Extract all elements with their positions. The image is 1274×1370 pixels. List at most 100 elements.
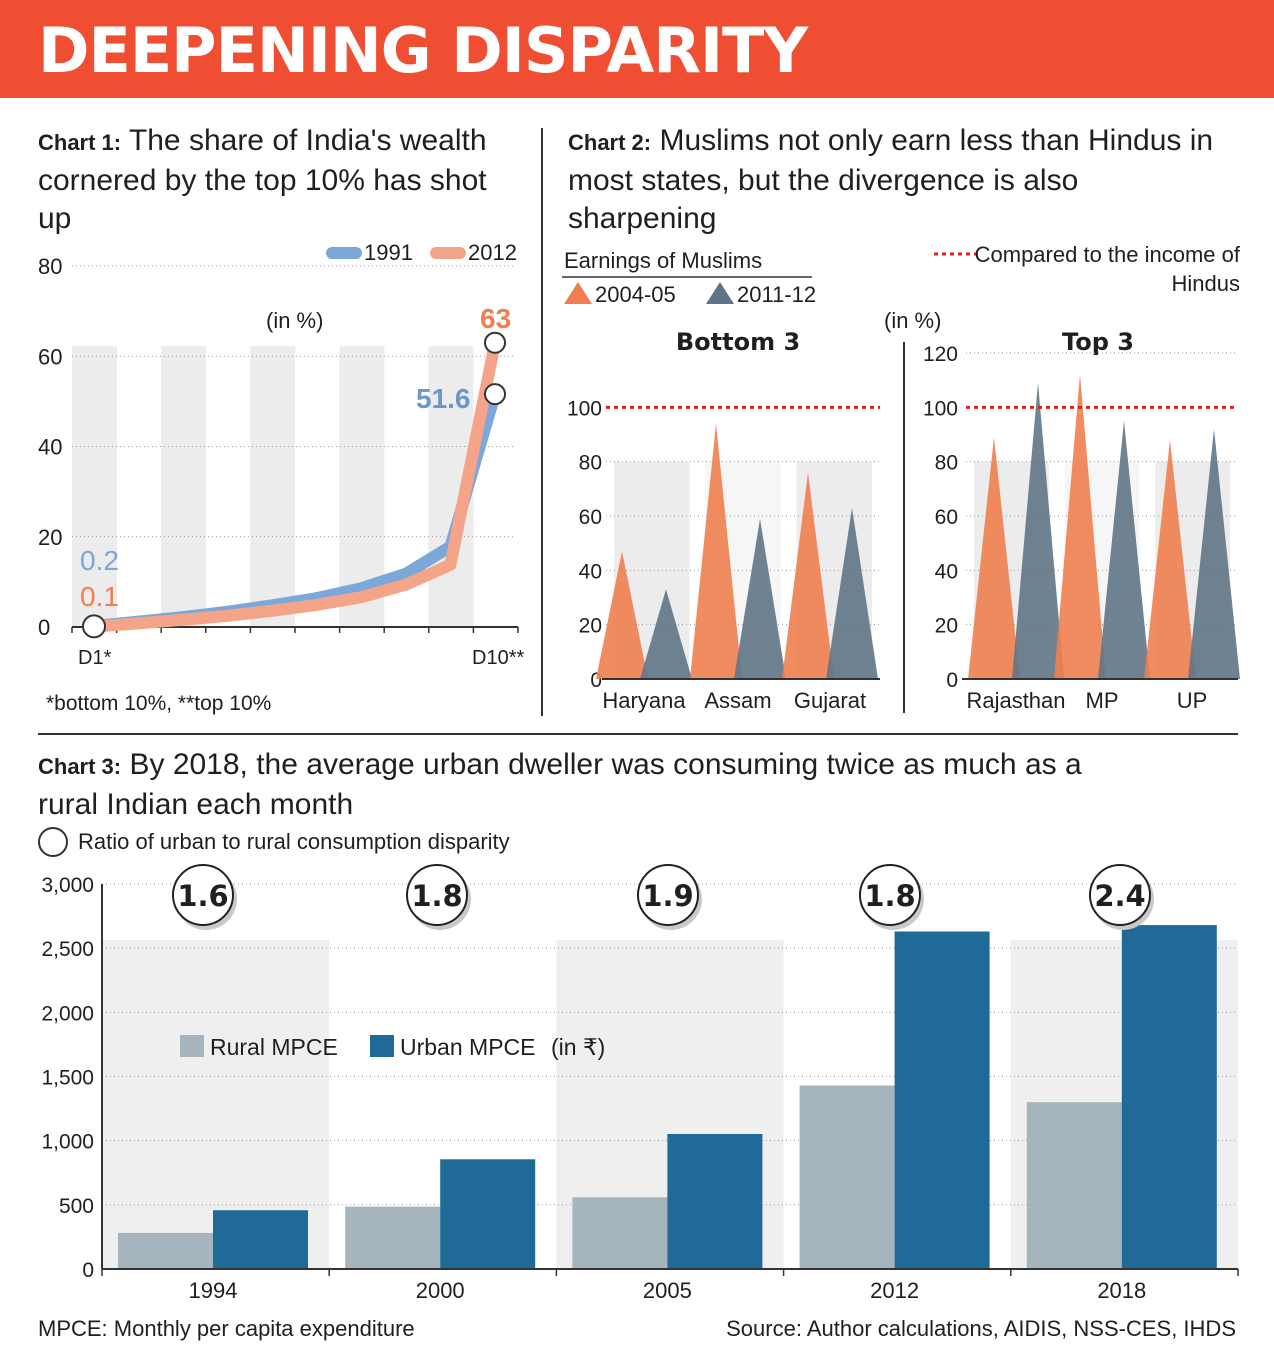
chart3-title: Chart 3: By 2018, the average urban dwel… [38,746,1148,824]
chart2-title: Chart 2: Muslims not only earn less than… [568,122,1228,238]
chart2-ytick-label: 40 [935,560,958,583]
chart1-data-label: 63 [480,303,511,334]
chart1-line-2012 [88,336,501,633]
chart2-xtick-label: MP [1086,688,1119,713]
chart2-unit: (in %) [884,308,941,333]
chart2-bar-2004-Haryana [596,551,648,679]
chart3-ytick-label: 1,500 [41,1067,94,1090]
chart2-ytick-label: 100 [923,397,958,420]
chart3-ratio-label: 2.4 [1094,879,1145,913]
chart1-data-label: 0.1 [80,581,119,612]
chart2-ytick-label: 0 [590,669,602,692]
chart3-legend-label: Rural MPCE [210,1034,338,1060]
chart1-ytick-label: 60 [38,344,62,369]
chart1-legend-swatch-1991 [326,247,362,259]
chart3-bar-urban-2018 [1121,925,1217,1269]
chart3-bar-rural-2005 [572,1197,668,1269]
chart2-panel-title: Bottom 3 [676,328,800,356]
chart2-bar-2011-Rajasthan [1012,382,1064,679]
chart2-xtick-label: Gujarat [794,688,866,713]
chart3-ratio-label: 1.9 [642,879,693,913]
chart2-reference-label: Compared to the income of [975,242,1241,267]
chart2-ytick-label: 20 [579,615,602,638]
chart2-bar-2004-MP [1054,374,1106,679]
chart1-unit: (in %) [266,308,323,333]
chart2-ytick-label: 100 [567,397,602,420]
chart1-legend-label: 2012 [468,240,517,265]
chart2-bar-2004-UP [1144,439,1196,679]
chart1-band [250,346,296,627]
chart2-bar-2004-Gujarat [782,472,834,679]
chart3-bar-urban-2012 [894,931,990,1269]
chart3-label: Chart 3: [38,754,122,779]
chart2-panel-title: Top 3 [1062,328,1134,356]
chart3-xtick-label: 2005 [643,1278,692,1303]
chart1-label: Chart 1: [38,130,122,155]
chart2-label: Chart 2: [568,130,652,155]
chart1-band [161,346,207,627]
chart3-ratio-marker [172,864,234,926]
chart3-ratio-legend-label: Ratio of urban to rural consumption disp… [78,829,510,854]
chart1-data-label: 0.2 [80,545,119,576]
chart2-bar-2011-UP [1188,429,1240,679]
chart3-xtick-label: 2000 [416,1278,465,1303]
chart3-ratio-label: 1.8 [411,879,462,913]
chart1-marker-start [82,614,106,639]
chart2-reference-label: Hindus [1172,271,1240,296]
footer-note: MPCE: Monthly per capita expenditure [38,1316,415,1341]
chart2-bar-2004-Rajasthan [968,437,1020,679]
chart2-subtitle: Earnings of Muslims [564,248,762,273]
chart2-bar-2004-Assam [690,423,742,679]
chart3-bar-urban-1994 [213,1210,308,1269]
chart1-marker-2012 [484,331,506,354]
chart2-ytick-label: 60 [579,506,602,529]
chart2-bar-2011-MP [1098,420,1150,679]
chart3-ytick-label: 3,000 [41,874,94,897]
divider-vertical [541,128,543,716]
chart1-ytick-label: 20 [38,525,62,550]
divider-horizontal [38,733,1238,735]
chart1-xtick-label: D1* [78,647,112,669]
chart1-ytick-label: 80 [38,254,62,279]
header-banner: DEEPENING DISPARITY [0,0,1274,98]
chart3-unit: (in ₹) [551,1034,605,1060]
chart3-ratio-marker [859,864,921,926]
chart2-legend-label: 2004-05 [595,282,676,307]
chart2-legend-label: 2011-12 [737,282,816,307]
chart2-xtick-label: Rajasthan [966,688,1065,713]
chart3-ytick-label: 0 [82,1259,94,1282]
chart3-legend-swatch-rural [180,1035,204,1057]
chart2-ytick-label: 60 [935,506,958,529]
chart2-ytick-label: 0 [946,669,958,692]
chart2-ytick-label: 20 [935,615,958,638]
chart1-title: Chart 1: The share of India's wealth cor… [38,122,508,238]
chart2-legend-swatch-2011 [706,282,734,304]
chart3-ratio-label: 1.6 [177,879,228,913]
chart3-ratio-label: 1.8 [864,879,915,913]
chart3-ytick-label: 2,500 [41,938,94,961]
chart2-bar-2011-Assam [734,518,786,679]
chart2-bar-2011-Haryana [640,589,692,679]
chart1-band [72,346,117,627]
chart2-xtick-label: Assam [704,688,771,713]
chart3-ytick-label: 500 [59,1195,94,1218]
chart3-legend-label: Urban MPCE [400,1034,535,1060]
chart1-ytick-label: 0 [38,615,50,640]
chart3-bar-rural-2018 [1026,1102,1122,1269]
chart1-title-text: The share of India's wealth cornered by … [38,124,487,235]
chart3-ratio-marker [1089,864,1151,926]
chart3-ytick-label: 2,000 [41,1002,94,1025]
chart3-ratio-legend-marker [38,827,68,857]
chart1-xtick-label: D10** [472,647,524,669]
chart2-ytick-label: 40 [579,560,602,583]
chart3-bar-urban-2005 [667,1133,763,1269]
chart1-marker-1991 [484,383,506,406]
chart1-legend-label: 1991 [364,240,413,265]
chart3-xtick-label: 2012 [870,1278,919,1303]
chart2-ytick-label: 120 [923,343,958,366]
chart3-ratio-marker [406,864,468,926]
chart3-xtick-label: 1994 [189,1278,238,1303]
